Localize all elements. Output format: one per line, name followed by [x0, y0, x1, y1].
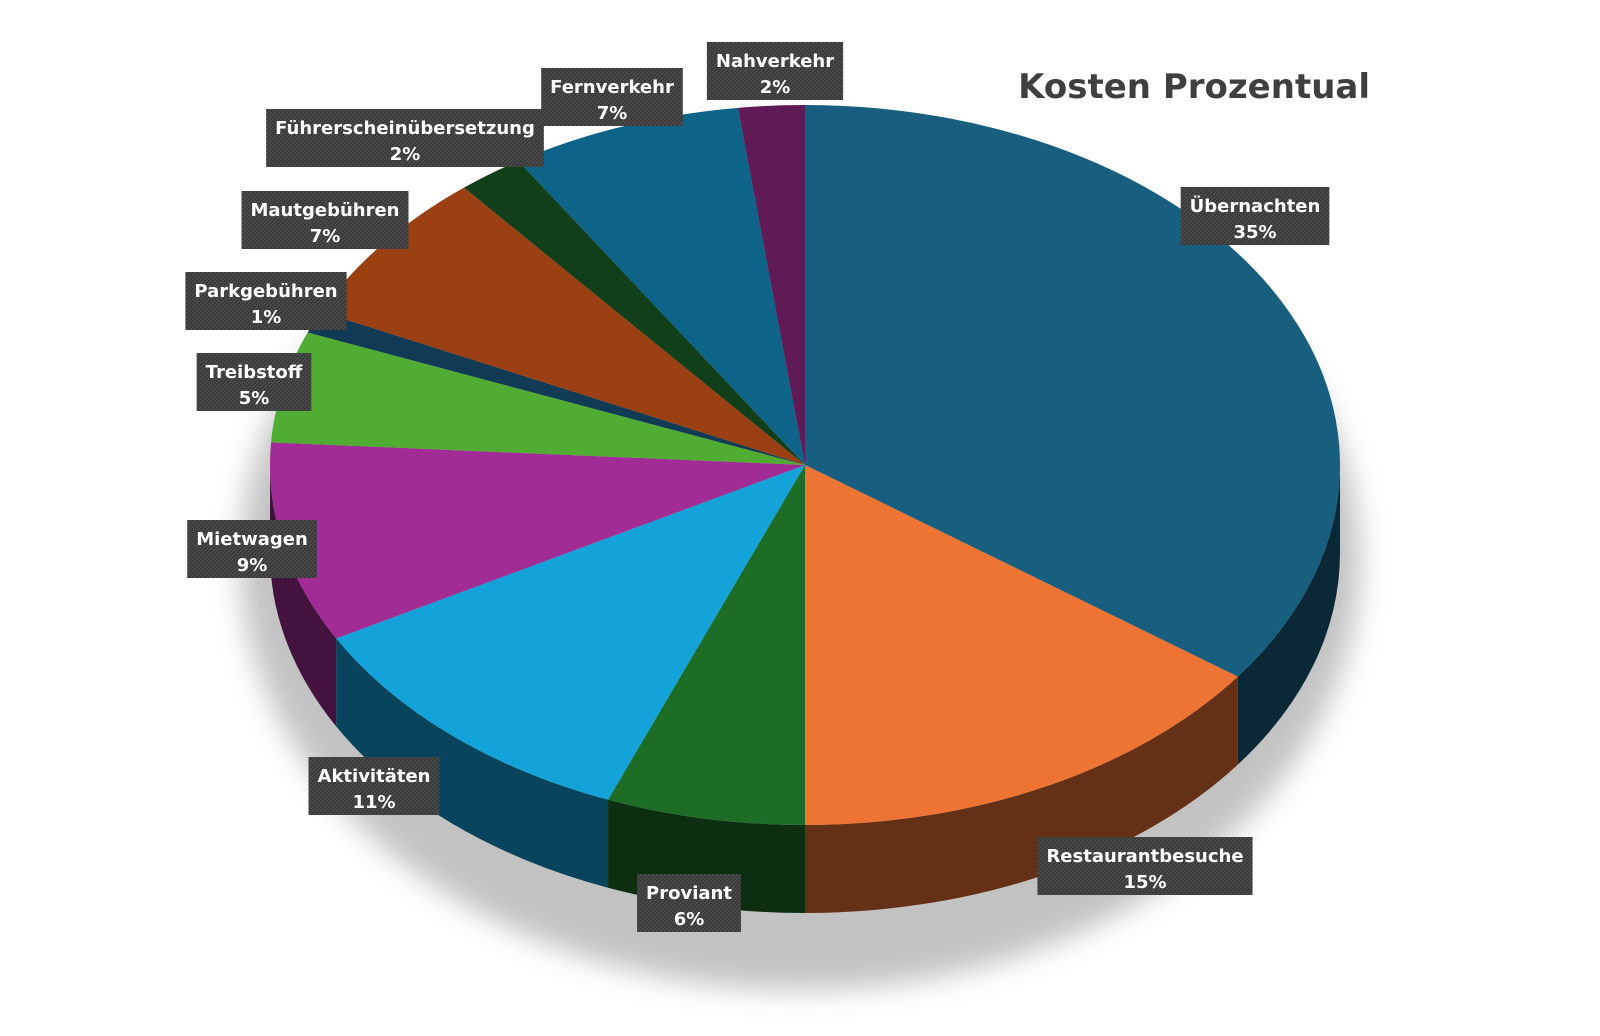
pie-slice-mietwagen [270, 442, 805, 639]
data-label-percent: 5% [239, 388, 270, 409]
data-label-restaurantbesuche: Restaurantbesuche 15% [1037, 837, 1253, 895]
data-label-category: Fernverkehr [550, 77, 674, 98]
data-label-category: Aktivitäten [318, 766, 431, 787]
pie-slice-fuehrerscheinuebersetzung [463, 161, 805, 466]
data-label-percent: 35% [1233, 222, 1276, 243]
data-label-box [187, 520, 317, 578]
data-label-treibstoff: Treibstoff 5% [196, 353, 312, 411]
data-label-nahverkehr: Nahverkehr 2% [706, 42, 844, 100]
pie-slice-fernverkehr [518, 107, 805, 465]
data-label-category: Proviant [646, 883, 732, 904]
pie-labels: Übernachten 35% Restaurantbesuche 15% Provia… [185, 42, 1330, 932]
data-label-fuehrerscheinuebersetzung: Führerscheinübersetzung 2% [266, 109, 544, 167]
data-label-box [1037, 837, 1253, 895]
data-label-percent: 2% [390, 144, 421, 165]
data-label-box [706, 42, 844, 100]
pie-slice-uebernachten [805, 105, 1340, 677]
data-label-box [196, 353, 312, 411]
data-label-box [185, 272, 347, 330]
data-label-aktivitaeten: Aktivitäten 11% [308, 757, 440, 815]
data-label-category: Restaurantbesuche [1046, 846, 1243, 867]
pie-slice-treibstoff [271, 332, 806, 465]
data-label-category: Mautgebühren [251, 200, 400, 221]
data-label-box [241, 191, 409, 249]
data-label-uebernachten: Übernachten 35% [1180, 187, 1330, 245]
data-label-box [308, 757, 440, 815]
pie-side-mietwagen [270, 465, 337, 727]
data-label-fernverkehr: Fernverkehr 7% [541, 68, 683, 126]
pie-slice-proviant [608, 465, 805, 825]
pie-side-restaurantbesuche [805, 676, 1238, 913]
data-label-category: Übernachten [1190, 195, 1321, 217]
data-label-category: Parkgebühren [194, 281, 337, 302]
data-label-mietwagen: Mietwagen 9% [187, 520, 317, 578]
pie-side-uebernachten [1237, 465, 1341, 765]
pie-side-aktivitaeten [336, 638, 609, 888]
data-label-parkgebuehren: Parkgebühren 1% [185, 272, 347, 330]
data-label-percent: 7% [310, 226, 341, 247]
pie-slice-aktivitaeten [336, 465, 805, 800]
data-label-percent: 7% [597, 103, 628, 124]
data-label-proviant: Proviant 6% [637, 874, 741, 932]
pie-slice-nahverkehr [737, 105, 805, 465]
data-label-percent: 11% [352, 792, 395, 813]
data-label-box [1180, 187, 1330, 245]
pie-tops [270, 105, 1340, 825]
data-label-box [541, 68, 683, 126]
pie-sides [270, 465, 1341, 913]
pie-slice-parkgebuehren [307, 311, 805, 465]
data-label-percent: 2% [760, 77, 791, 98]
data-label-percent: 9% [237, 555, 268, 576]
pie-slice-restaurantbesuche [805, 465, 1238, 825]
data-label-percent: 15% [1123, 872, 1166, 893]
data-label-category: Führerscheinübersetzung [275, 118, 535, 139]
data-label-percent: 1% [251, 307, 282, 328]
data-label-category: Mietwagen [196, 529, 308, 550]
chart-title: Kosten Prozentual [1018, 67, 1370, 107]
pie-slice-mautgebuehren [320, 187, 805, 465]
data-label-box [637, 874, 741, 932]
data-label-mautgebuehren: Mautgebühren 7% [241, 191, 409, 249]
data-label-box [266, 109, 544, 167]
data-label-category: Nahverkehr [716, 51, 834, 72]
data-label-percent: 6% [674, 909, 705, 930]
data-label-category: Treibstoff [206, 362, 303, 383]
